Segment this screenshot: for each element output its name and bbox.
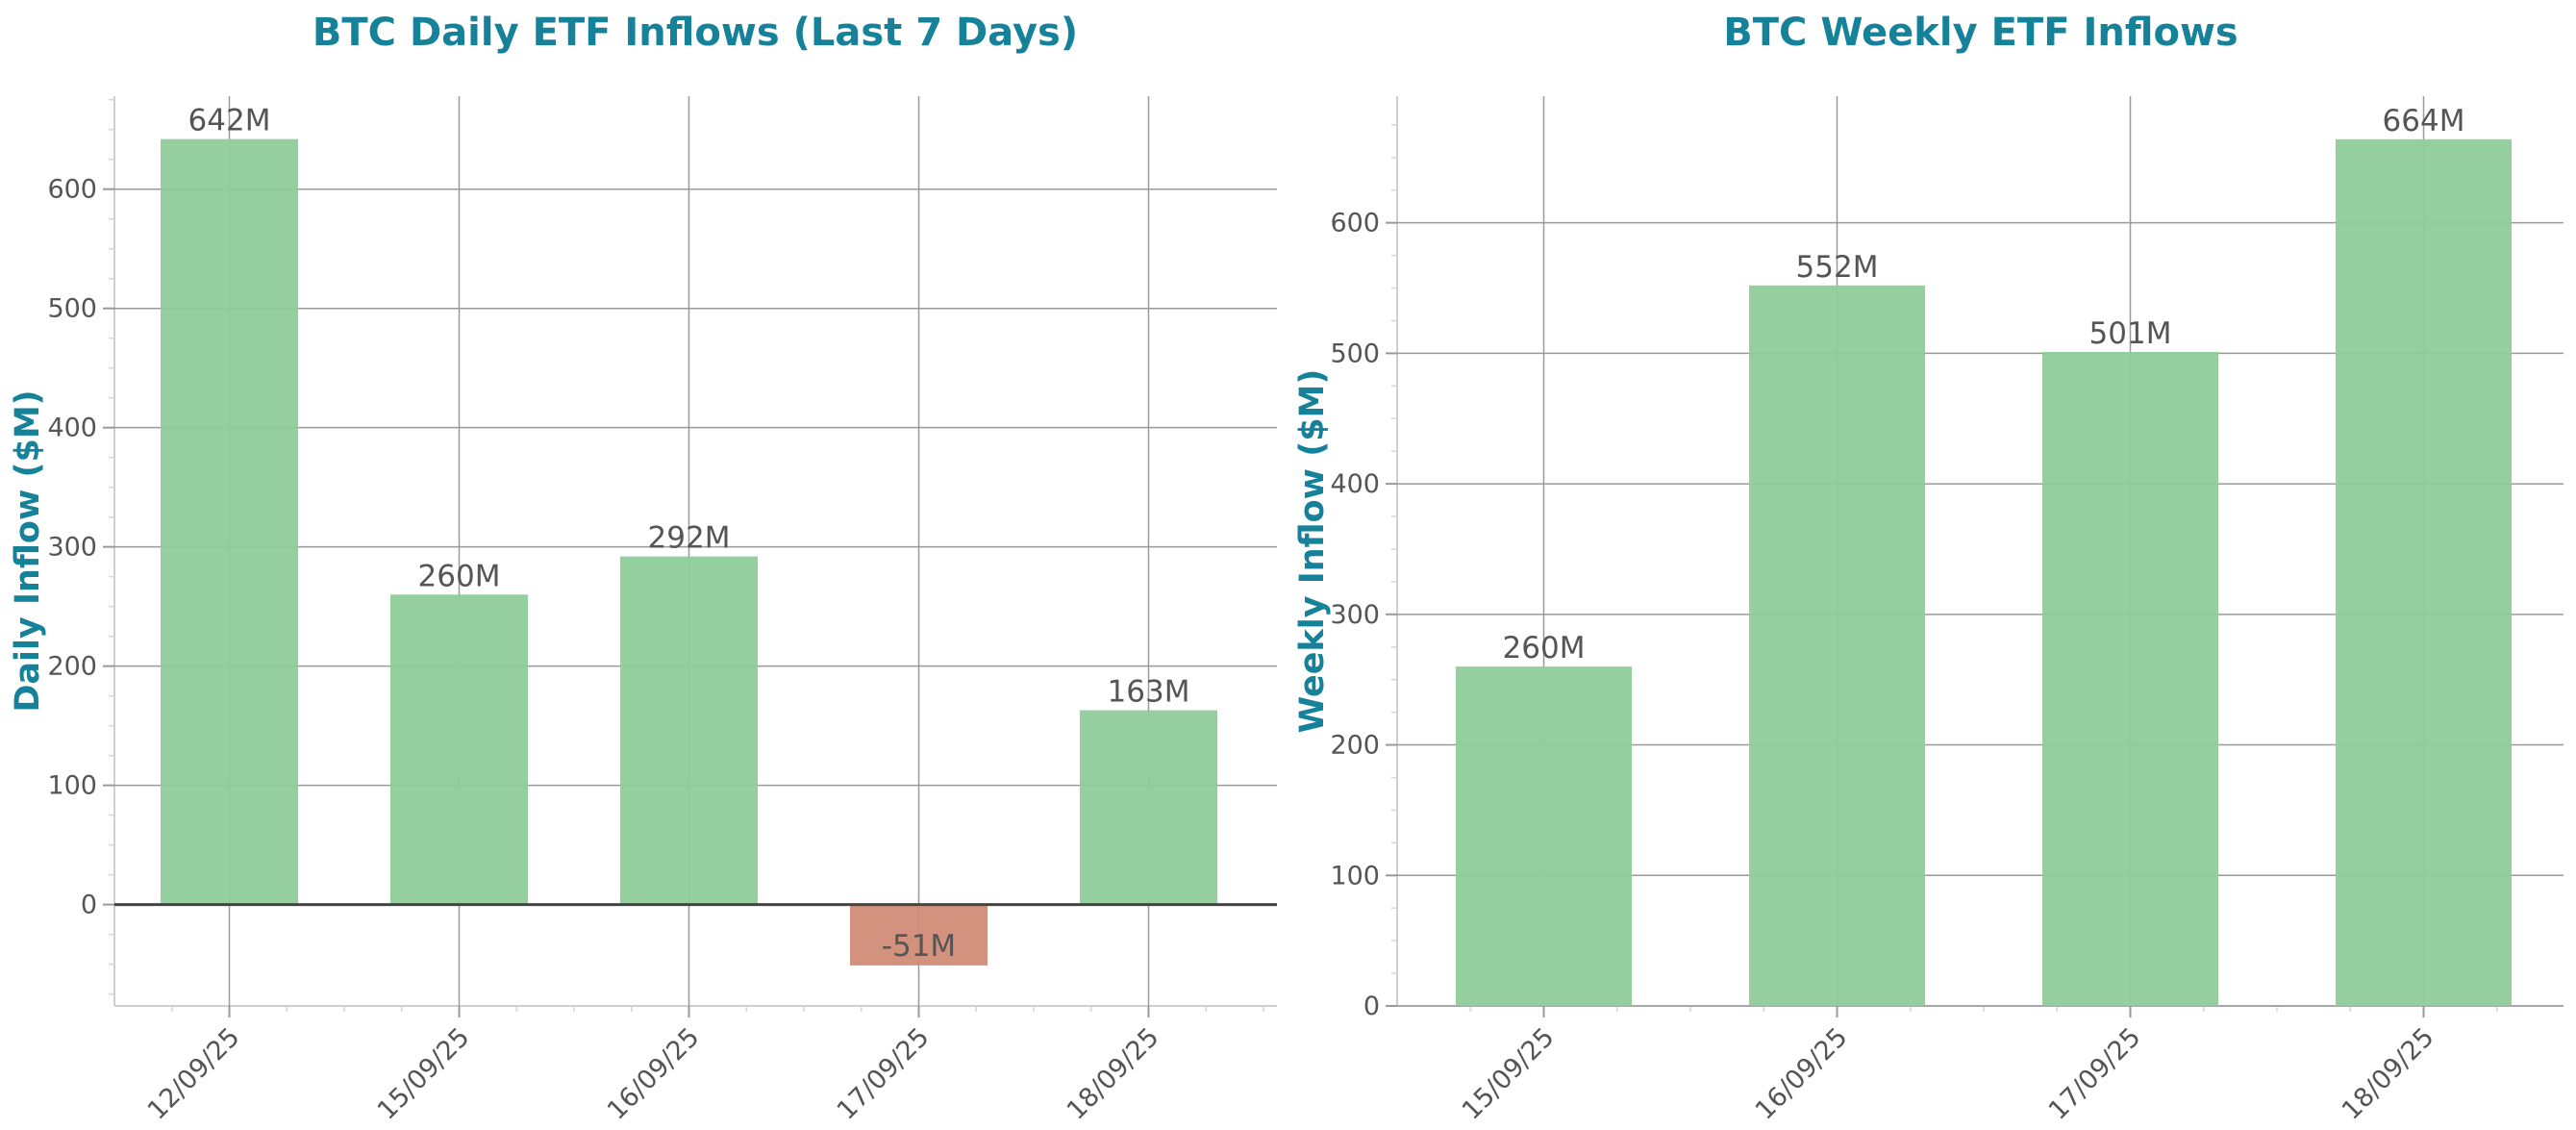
x-tick-label: 18/09/25 [1062,1022,1165,1126]
bar-18-09-25 [2336,138,2512,1007]
data-label: 163M [1108,675,1190,710]
y-tick-label: 600 [47,175,97,205]
bar-16-09-25 [1749,285,1925,1007]
y-tick-label: 100 [47,771,97,801]
weekly-inflow-chart: 0 100 200 300 400 500 600 260M 552M 501M 664M 15/09… [1330,96,2563,1126]
chart-title-daily: BTC Daily ETF Inflows (Last 7 Days) [313,11,1078,55]
y-tick-label: 0 [81,891,97,920]
x-tick-label: 18/09/25 [2337,1022,2440,1126]
data-label: 260M [418,559,501,593]
y-axis-label-weekly: Weekly Inflow ($M) [1293,369,1332,734]
bar-17-09-25 [850,904,988,966]
data-label: 642M [188,104,271,138]
bar-16-09-25 [620,556,758,905]
bar-12-09-25 [161,138,298,905]
y-tick-label: 500 [47,294,97,324]
y-tick-label: 500 [1330,339,1380,368]
y-tick-label: 300 [1330,600,1380,630]
bar-15-09-25 [390,594,528,905]
data-label: 552M [1796,250,1879,285]
y-tick-label: 200 [47,652,97,682]
bar-18-09-25 [1080,710,1217,905]
y-tick-label: 0 [1363,992,1380,1021]
y-tick-label: 200 [1330,731,1380,761]
y-tick-label: 400 [1330,469,1380,499]
y-tick-label: 300 [47,533,97,563]
data-label: 260M [1503,631,1586,665]
x-tick-label: 16/09/25 [1750,1022,1854,1126]
data-label: 501M [2089,316,2172,351]
y-tick-label: 100 [1330,861,1380,891]
x-tick-label: 15/09/25 [372,1022,476,1126]
data-label: -51M [882,929,956,964]
y-axis-label-daily: Daily Inflow ($M) [9,389,47,712]
x-tick-label: 17/09/25 [2043,1022,2147,1126]
x-tick-label: 16/09/25 [602,1022,706,1126]
daily-inflow-chart: 0 100 200 300 400 500 600 642M 260M 292M -51M 163M 1… [47,96,1277,1126]
bar-17-09-25 [2042,352,2218,1006]
data-label: 292M [648,521,731,556]
y-tick-label: 600 [1330,209,1380,239]
x-tick-label: 15/09/25 [1457,1022,1561,1126]
y-tick-label: 400 [47,414,97,443]
data-label: 664M [2383,104,2465,138]
x-tick-label: 12/09/25 [142,1022,246,1126]
bar-15-09-25 [1456,666,1632,1006]
x-tick-label: 17/09/25 [832,1022,936,1126]
chart-title-weekly: BTC Weekly ETF Inflows [1723,11,2238,55]
